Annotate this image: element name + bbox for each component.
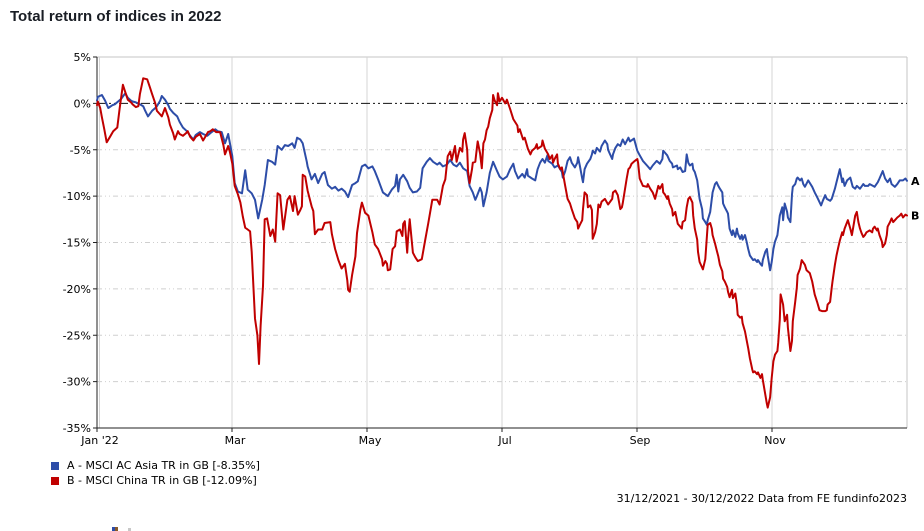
legend: A - MSCI AC Asia TR in GB [-8.35%] B - M… — [51, 458, 260, 488]
y-axis-tick-label: 5% — [74, 51, 91, 64]
clipped-pixels-artifact — [128, 528, 131, 531]
y-axis-tick-label: -20% — [63, 283, 91, 296]
date-range-and-source-note: 31/12/2021 - 30/12/2022 Data from FE fun… — [616, 492, 907, 505]
x-axis-tick-label: May — [359, 434, 382, 447]
series-a-color-swatch — [51, 461, 59, 470]
y-axis-tick-label: 0% — [74, 97, 91, 110]
series-b-legend-label: B - MSCI China TR in GB [-12.09%] — [67, 474, 257, 487]
series-b-color-swatch — [51, 476, 59, 485]
series-a-line — [96, 92, 908, 272]
y-axis-tick-label: -10% — [63, 190, 91, 203]
legend-item-b: B - MSCI China TR in GB [-12.09%] — [51, 473, 260, 488]
y-axis-tick-label: -15% — [63, 237, 91, 250]
x-axis-tick-label: Mar — [225, 434, 246, 447]
page-title: Total return of indices in 2022 — [10, 8, 222, 25]
x-axis-tick-label: Sep — [630, 434, 651, 447]
series-a-end-tag: A — [911, 175, 920, 188]
series-a-legend-label: A - MSCI AC Asia TR in GB [-8.35%] — [67, 459, 260, 472]
y-axis-tick-label: -35% — [63, 422, 91, 435]
y-axis-tick-label: -30% — [63, 376, 91, 389]
series-b-line — [96, 77, 908, 409]
y-axis-tick-label: -5% — [70, 144, 91, 157]
x-axis-tick-label: Nov — [764, 434, 786, 447]
x-axis-tick-label: Jan '22 — [80, 434, 118, 447]
series-b-end-tag: B — [911, 210, 919, 223]
y-axis-tick-label: -25% — [63, 329, 91, 342]
legend-item-a: A - MSCI AC Asia TR in GB [-8.35%] — [51, 458, 260, 473]
x-axis-tick-label: Jul — [497, 434, 511, 447]
clipped-pixels-artifact — [112, 527, 115, 531]
clipped-pixels-artifact — [115, 527, 118, 531]
